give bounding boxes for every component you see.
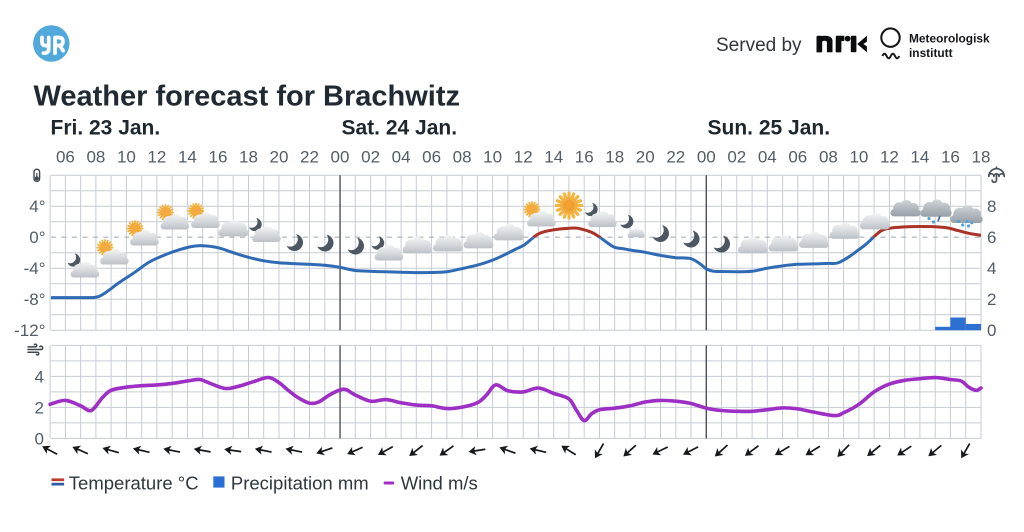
- svg-text:08: 08: [86, 148, 105, 167]
- svg-text:12: 12: [880, 148, 899, 167]
- svg-text:14: 14: [910, 148, 929, 167]
- svg-text:institutt: institutt: [909, 46, 953, 60]
- svg-text:16: 16: [209, 148, 228, 167]
- svg-text:16: 16: [941, 148, 960, 167]
- svg-text:22: 22: [300, 148, 319, 167]
- svg-text:18: 18: [972, 148, 991, 167]
- svg-text:02: 02: [727, 148, 746, 167]
- svg-text:Meteorologisk: Meteorologisk: [909, 31, 990, 45]
- svg-text:20: 20: [270, 148, 289, 167]
- svg-text:08: 08: [453, 148, 472, 167]
- svg-text:Wind m/s: Wind m/s: [401, 473, 478, 494]
- svg-text:12: 12: [514, 148, 533, 167]
- svg-text:Sun. 25 Jan.: Sun. 25 Jan.: [708, 117, 831, 140]
- svg-text:18: 18: [239, 148, 258, 167]
- svg-text:0: 0: [987, 321, 996, 340]
- svg-text:Temperature °C: Temperature °C: [69, 473, 199, 494]
- svg-text:8: 8: [987, 197, 996, 216]
- svg-text:06: 06: [422, 148, 441, 167]
- svg-text:00: 00: [697, 148, 716, 167]
- svg-text:02: 02: [361, 148, 380, 167]
- svg-text:00: 00: [331, 148, 350, 167]
- svg-text:2: 2: [987, 290, 996, 309]
- svg-text:-8°: -8°: [24, 290, 46, 309]
- svg-text:Fri. 23 Jan.: Fri. 23 Jan.: [51, 117, 161, 140]
- svg-text:0: 0: [35, 429, 44, 448]
- svg-text:6: 6: [987, 228, 996, 247]
- svg-text:04: 04: [392, 148, 411, 167]
- svg-text:4: 4: [987, 259, 996, 278]
- svg-text:10: 10: [849, 148, 868, 167]
- svg-text:14: 14: [178, 148, 197, 167]
- svg-text:14: 14: [544, 148, 563, 167]
- svg-text:08: 08: [819, 148, 838, 167]
- svg-text:4°: 4°: [29, 197, 45, 216]
- svg-text:0°: 0°: [29, 228, 45, 247]
- svg-text:18: 18: [605, 148, 624, 167]
- svg-text:Sat. 24 Jan.: Sat. 24 Jan.: [342, 117, 458, 140]
- svg-text:10: 10: [117, 148, 136, 167]
- svg-text:16: 16: [575, 148, 594, 167]
- svg-text:06: 06: [56, 148, 75, 167]
- svg-text:4: 4: [35, 367, 44, 386]
- svg-text:10: 10: [483, 148, 502, 167]
- svg-text:04: 04: [758, 148, 777, 167]
- svg-text:06: 06: [788, 148, 807, 167]
- svg-text:22: 22: [666, 148, 685, 167]
- svg-text:12: 12: [147, 148, 166, 167]
- svg-text:Served by: Served by: [716, 35, 802, 56]
- svg-text:20: 20: [636, 148, 655, 167]
- svg-text:Weather forecast for Brachwitz: Weather forecast for Brachwitz: [34, 81, 461, 113]
- svg-text:2: 2: [35, 398, 44, 417]
- svg-text:-4°: -4°: [24, 259, 46, 278]
- svg-text:-12°: -12°: [14, 321, 45, 340]
- svg-text:Precipitation mm: Precipitation mm: [231, 473, 369, 494]
